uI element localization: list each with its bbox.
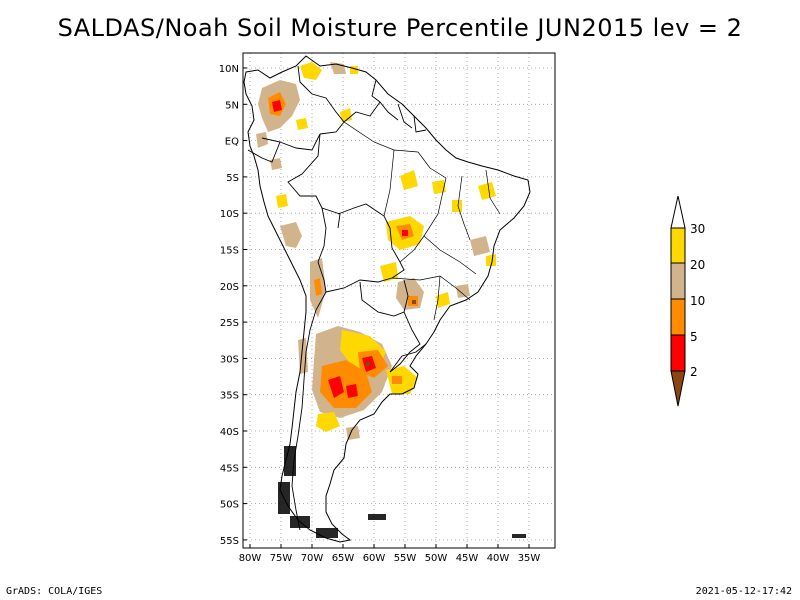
chart-title: SALDAS/Noah Soil Moisture Percentile JUN…: [57, 14, 743, 42]
lon-tick-label: 40W: [487, 553, 510, 564]
latitude-tick-labels: 10N 5N EQ 5S 10S 15S 20S 25S 30S 35S 40S 45S 50S 55S: [219, 64, 239, 547]
shade-argentina-red3: [346, 384, 358, 398]
shade-brazil-ne-yellow: [478, 182, 496, 200]
shade-se-yellow: [436, 292, 450, 308]
soil-moisture-shading: [256, 62, 496, 440]
colorbar: 30 20 10 5 2: [670, 195, 705, 407]
chile-fjords-a: [284, 446, 296, 476]
shade-brazil-e-yellow: [452, 200, 462, 212]
lon-tick-label: 60W: [363, 553, 386, 564]
lon-tick-label: 45W: [456, 553, 479, 564]
shade-peru-yellow: [276, 194, 288, 208]
lat-tick-label: 50S: [220, 500, 239, 511]
shade-se-tan: [456, 284, 470, 298]
lat-tick-label: 10N: [219, 64, 239, 75]
shade-amazon-yellow: [340, 108, 352, 122]
colorbar-label-5: 5: [690, 330, 698, 344]
lat-tick-label: 20S: [220, 282, 239, 293]
map-frame: [242, 52, 556, 549]
border-bolivia-chile: [317, 261, 327, 293]
colorbar-20-30: [670, 227, 686, 264]
lat-tick-label: 30S: [220, 354, 239, 365]
south-america-coastline: [243, 55, 531, 543]
border-colombia-peru: [261, 133, 321, 151]
tierra-del-fuego-island: [316, 528, 338, 538]
lat-tick-label: 25S: [220, 318, 239, 329]
shade-central-darkred: [412, 300, 416, 304]
shade-peru-tan: [280, 222, 302, 248]
shade-venezuela-yellow: [300, 62, 322, 80]
falkland-islands: [368, 514, 386, 520]
shade-brazil-n-yellow: [400, 170, 418, 190]
colorbar-2-5: [670, 334, 686, 372]
shade-peru-tan2: [270, 158, 282, 170]
lon-tick-label: 75W: [270, 553, 293, 564]
colorbar-label-20: 20: [690, 258, 705, 272]
lat-tick-label: 40S: [220, 427, 239, 438]
longitude-tick-labels: 80W 75W 70W 65W 60W 55W 50W 45W 40W 35W: [239, 553, 541, 564]
lat-tick-label: 35S: [220, 391, 239, 402]
colorbar-label-2: 2: [690, 365, 698, 379]
colorbar-top-triangle: [670, 195, 686, 229]
lon-tick-label: 70W: [301, 553, 324, 564]
shade-brazil-ne-tan: [470, 236, 490, 256]
border-suriname: [397, 103, 413, 129]
shade-argentina-red: [328, 376, 344, 398]
colorbar-bottom-triangle: [670, 370, 686, 407]
lat-tick-label: 5N: [225, 100, 239, 111]
lat-tick-label: 55S: [220, 536, 239, 547]
colorbar-label-10: 10: [690, 294, 705, 308]
lat-tick-label: 10S: [220, 209, 239, 220]
shade-colombia-south-yellow: [296, 118, 308, 130]
shade-uruguay-orange: [392, 376, 402, 384]
border-peru-brazil: [287, 133, 341, 229]
border-ecuador-peru: [247, 141, 281, 163]
south-georgia: [512, 534, 526, 538]
country-borders: [247, 65, 501, 531]
lon-tick-label: 55W: [394, 553, 417, 564]
shade-argentina-south-yellow: [316, 412, 340, 432]
brazil-state-borders: [343, 121, 501, 321]
shade-brazil-n-yellow2: [432, 180, 446, 194]
colorbar-10-20: [670, 262, 686, 300]
border-colombia-venezuela: [297, 65, 345, 135]
lat-tick-label: EQ: [225, 137, 239, 148]
shade-ecuador-tan: [256, 132, 268, 148]
shade-argentina-darkred: [366, 362, 370, 366]
border-guyana: [371, 79, 399, 121]
colorbar-5-10: [670, 298, 686, 336]
lat-tick-label: 5S: [226, 173, 239, 184]
border-argentina-brazil: [389, 311, 421, 373]
shade-venezuela-tan: [330, 62, 346, 74]
render-timestamp: 2021-05-12-17:42: [695, 586, 792, 597]
lon-tick-label: 35W: [518, 553, 541, 564]
border-venezuela-brazil: [343, 101, 381, 123]
border-peru-bolivia: [317, 207, 327, 263]
border-brazil-bolivia: [337, 203, 405, 279]
lat-tick-label: 45S: [220, 463, 239, 474]
border-paraguay: [359, 279, 409, 317]
shade-colombia-red: [272, 100, 282, 112]
shade-argentina-orange: [320, 360, 372, 408]
chile-fjords-b: [278, 482, 290, 514]
grads-credit: GrADS: COLA/IGES: [6, 586, 103, 597]
shade-matogrosso-red: [402, 230, 408, 236]
border-guiana: [413, 115, 427, 133]
border-bolivia-paraguay: [325, 277, 393, 293]
lon-tick-label: 80W: [239, 553, 262, 564]
lat-tick-label: 15S: [220, 246, 239, 257]
chile-fjords-c: [290, 516, 310, 528]
shade-brazil-e-yellow2: [486, 254, 496, 266]
coastlines: [243, 55, 531, 543]
lon-tick-label: 65W: [332, 553, 355, 564]
border-argentina-chile: [291, 291, 327, 531]
border-uruguay: [389, 343, 427, 373]
colorbar-label-30: 30: [690, 222, 705, 236]
shade-andes-orange: [314, 278, 322, 296]
tierra-del-fuego: [278, 446, 526, 538]
shade-venezuela-yellow2: [350, 66, 358, 74]
lon-tick-label: 50W: [425, 553, 448, 564]
